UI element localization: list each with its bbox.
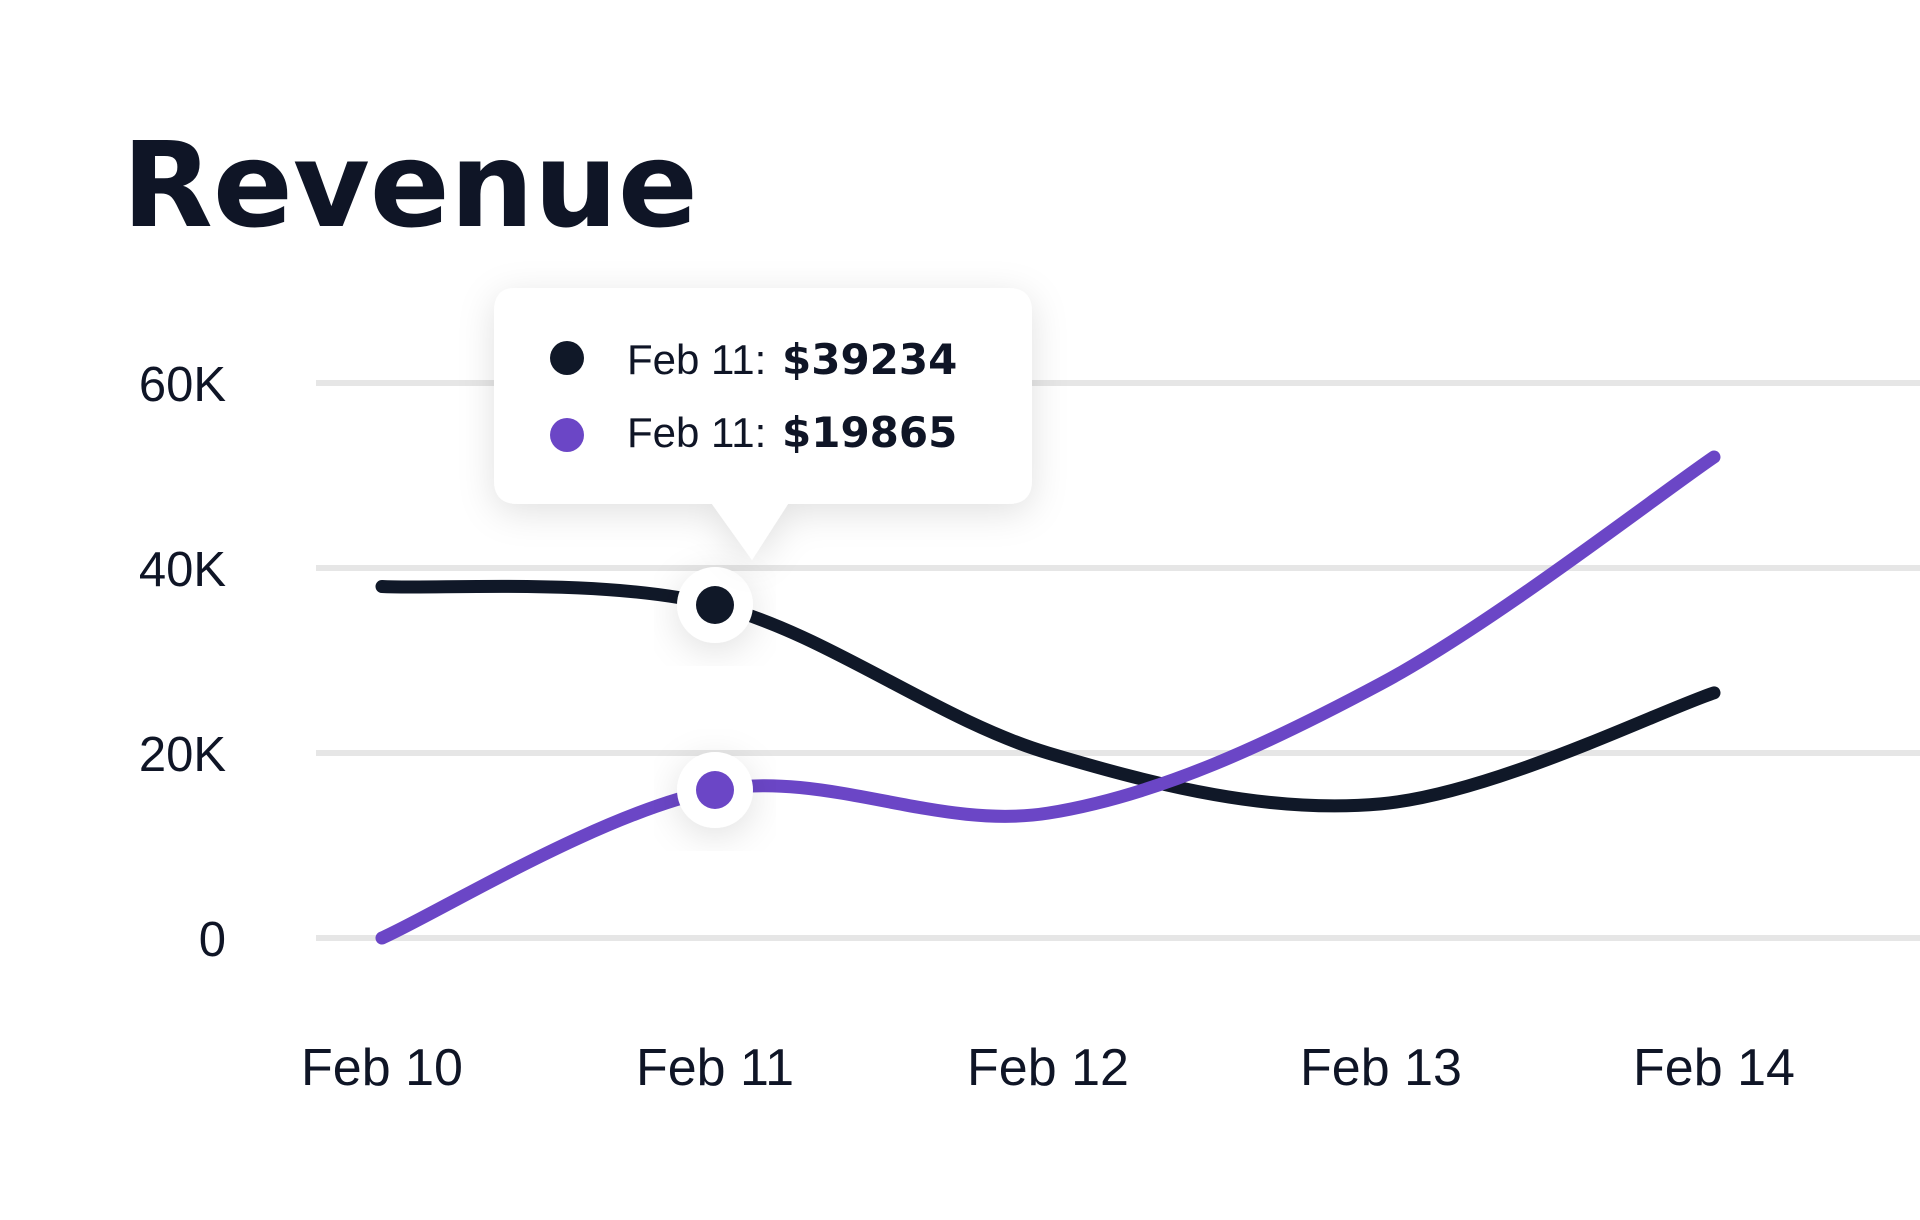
x-tick-label: Feb 13 (1300, 1039, 1462, 1097)
series-1-highlight-point[interactable] (677, 567, 753, 643)
tooltip-series-1-value: $39234 (782, 335, 957, 384)
tooltip-series-2-dot (550, 418, 584, 452)
tooltip-box (494, 288, 1032, 560)
series-2-line (375, 450, 1721, 945)
x-tick-label: Feb 11 (636, 1039, 794, 1097)
x-tick-label: Feb 10 (301, 1039, 463, 1097)
series-lines (375, 450, 1721, 945)
y-axis-ticks: 0 20K 40K 60K (139, 358, 227, 967)
series-2-highlight-point[interactable] (677, 752, 753, 828)
tooltip: Feb 11: $39234 Feb 11: $19865 (494, 288, 1032, 560)
x-tick-label: Feb 12 (967, 1039, 1129, 1097)
tooltip-series-1-dot (550, 341, 584, 375)
tooltip-series-2-value: $19865 (782, 408, 957, 457)
y-tick-label: 0 (199, 913, 226, 967)
series-1-line (375, 579, 1721, 813)
y-tick-label: 60K (139, 358, 227, 412)
highlight-points (677, 567, 753, 828)
x-axis-ticks: Feb 10 Feb 11 Feb 12 Feb 13 Feb 14 (301, 1039, 1795, 1097)
tooltip-series-1-label: Feb 11: (627, 336, 766, 383)
chart-title: Revenue (122, 116, 698, 254)
y-tick-label: 20K (139, 728, 227, 782)
x-tick-label: Feb 14 (1633, 1039, 1795, 1097)
tooltip-series-2-label: Feb 11: (627, 409, 766, 456)
y-tick-label: 40K (139, 543, 227, 597)
